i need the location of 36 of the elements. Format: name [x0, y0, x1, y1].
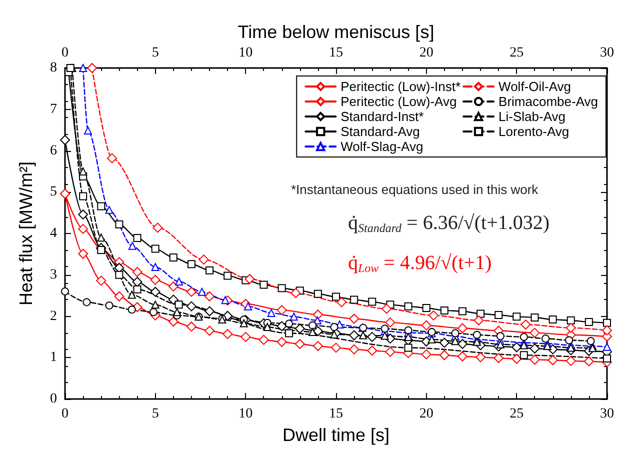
y-tick-label: 2 [50, 308, 57, 324]
annotation: *Instantaneous equations used in this work [291, 182, 539, 197]
legend-label: Wolf-Slag-Avg [340, 139, 424, 154]
legend-label: Wolf-Oil-Avg [498, 79, 572, 94]
legend-label: Peritectic (Low)-Avg [340, 94, 457, 109]
x2-tick-label: 15 [329, 46, 343, 60]
y-tick-label: 4 [50, 226, 57, 241]
y-tick-label: 6 [50, 143, 57, 158]
x2-tick-label: 25 [510, 46, 524, 60]
x-tick-label: 10 [238, 406, 253, 422]
x-tick-label: 20 [419, 406, 434, 422]
x2-tick-label: 20 [419, 46, 434, 60]
y-tick-label: 8 [50, 60, 57, 76]
x-tick-label: 5 [152, 406, 159, 422]
x-axis-title: Dwell time [s] [282, 424, 390, 445]
y-tick-label: 1 [50, 350, 57, 366]
x2-tick-label: 0 [62, 46, 68, 60]
x-tick-label: 0 [62, 406, 68, 422]
y-tick-label: 3 [50, 267, 57, 282]
legend-label: Peritectic (Low)-Inst* [340, 79, 461, 94]
x-tick-label: 15 [329, 406, 343, 422]
x-tick-label: 25 [510, 406, 524, 422]
y-axis-title: Heat flux [MW/m²] [16, 161, 36, 306]
legend-label: Lorento-Avg [498, 124, 570, 139]
legend-label: Brimacombe-Avg [498, 94, 598, 109]
y-tick-label: 5 [50, 184, 57, 200]
legend-label: Li-Slab-Avg [498, 109, 566, 124]
x2-axis-title: Time below meniscus [s] [238, 22, 434, 42]
x2-tick-label: 5 [152, 46, 159, 60]
legend-label: Standard-Inst* [340, 109, 424, 124]
x2-tick-label: 10 [238, 46, 253, 60]
y-tick-label: 7 [50, 102, 57, 117]
y-tick-label: 0 [50, 392, 57, 406]
x-tick-label: 30 [600, 406, 614, 422]
x2-tick-label: 30 [600, 46, 614, 60]
legend-label: Standard-Avg [340, 124, 420, 139]
